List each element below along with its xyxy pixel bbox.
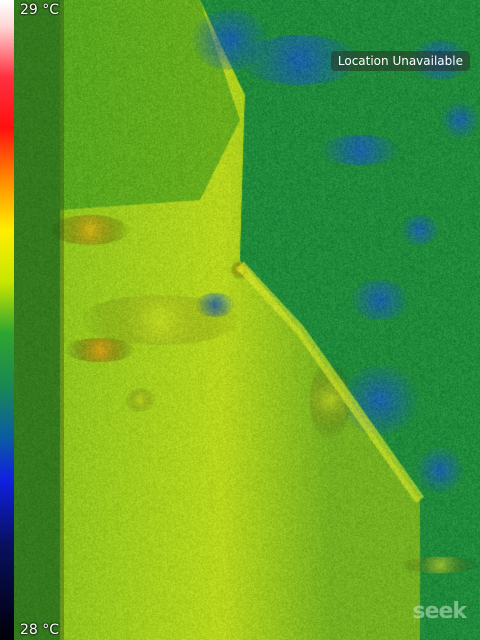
- temperature-scale-bar: [0, 0, 14, 640]
- max-temperature-label: 29 °C: [20, 2, 60, 18]
- location-status-badge: Location Unavailable: [330, 51, 470, 71]
- scale-overlay: [14, 0, 64, 640]
- min-temperature-label: 28 °C: [20, 622, 60, 638]
- brand-logo: seek: [412, 599, 467, 624]
